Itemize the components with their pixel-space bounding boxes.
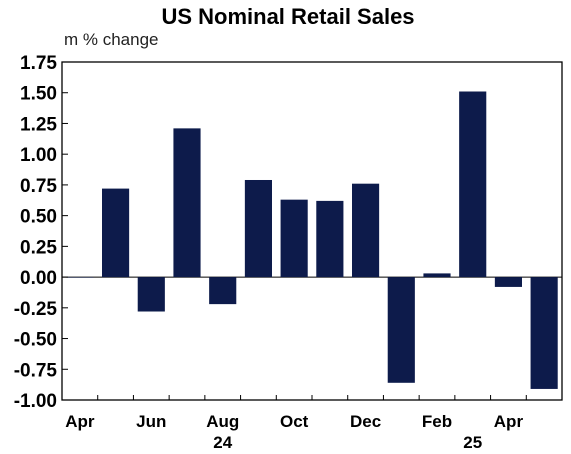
chart-title: US Nominal Retail Sales bbox=[161, 4, 414, 29]
bar-apr-2024 bbox=[66, 277, 94, 278]
y-tick-label: 1.00 bbox=[20, 145, 57, 166]
y-tick-label: -0.50 bbox=[14, 330, 57, 351]
plot-frame bbox=[61, 61, 563, 401]
x-axis-ticks: Apr Jun Aug Oct Dec Feb Apr 24 25 bbox=[61, 395, 563, 452]
y-tick-label: 0.50 bbox=[20, 207, 57, 228]
x-tick-label: Apr bbox=[494, 412, 524, 431]
y-tick-label: 0.25 bbox=[20, 237, 57, 258]
bar-dec-2024 bbox=[352, 183, 380, 278]
y-tick-label: 1.25 bbox=[20, 114, 57, 135]
bar-apr-2025 bbox=[494, 277, 522, 287]
bar-sep-2024 bbox=[244, 179, 272, 278]
y-tick-label: 1.50 bbox=[20, 84, 57, 105]
x-year-label: 24 bbox=[213, 433, 232, 452]
bar-mar-2025 bbox=[459, 91, 487, 278]
y-tick-label: 0.75 bbox=[20, 176, 57, 197]
y-tick-label: 0.00 bbox=[20, 268, 57, 289]
bar-jun-2024 bbox=[137, 277, 165, 312]
y-axis-unit: m % change bbox=[64, 30, 159, 49]
bar-jul-2024 bbox=[173, 128, 201, 278]
x-tick-label: Apr bbox=[65, 412, 95, 431]
bar-jan-2025 bbox=[387, 277, 415, 383]
x-year-label: 25 bbox=[463, 433, 482, 452]
bar-aug-2024 bbox=[209, 277, 237, 305]
x-tick-label: Dec bbox=[350, 412, 381, 431]
bar-may-2024 bbox=[102, 188, 130, 278]
bar-may-2025 bbox=[530, 277, 558, 389]
x-tick-label: Feb bbox=[422, 412, 452, 431]
x-tick-label: Jun bbox=[136, 412, 166, 431]
bar-nov-2024 bbox=[316, 200, 344, 278]
x-tick-label: Oct bbox=[280, 412, 309, 431]
y-tick-label: 1.75 bbox=[20, 53, 57, 74]
y-tick-label: -0.75 bbox=[14, 360, 58, 381]
bar-oct-2024 bbox=[280, 199, 308, 278]
y-axis-ticks: 1.75 1.50 1.25 1.00 0.75 0.50 0.25 0.00 -0.25 -0.… bbox=[14, 53, 68, 412]
y-tick-label: -0.25 bbox=[14, 299, 58, 320]
y-tick-label: -1.00 bbox=[14, 391, 57, 412]
bar-feb-2025 bbox=[423, 273, 451, 278]
bars bbox=[66, 91, 558, 389]
x-tick-label: Aug bbox=[206, 412, 239, 431]
